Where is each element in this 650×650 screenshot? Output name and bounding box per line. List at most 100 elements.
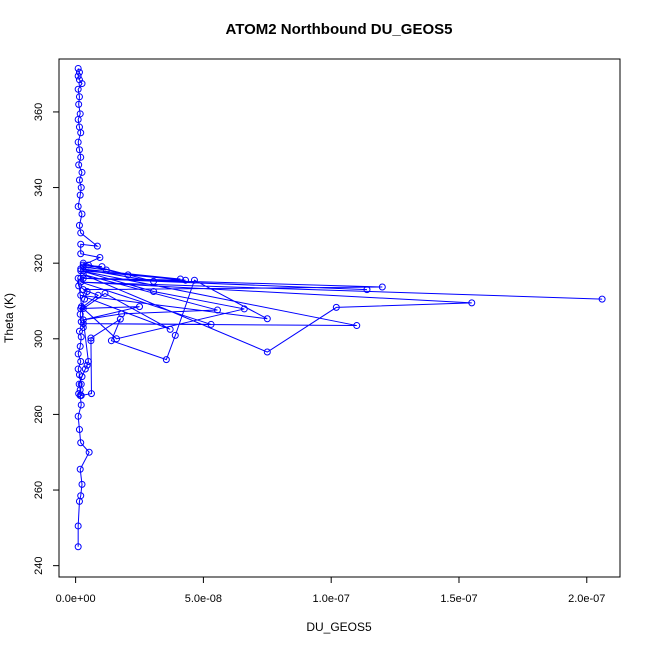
data-point xyxy=(76,110,84,118)
data-point xyxy=(79,274,87,282)
data-point xyxy=(77,401,85,409)
data-point xyxy=(101,289,109,297)
data-point xyxy=(190,276,198,284)
data-point xyxy=(84,357,92,365)
data-point xyxy=(87,390,95,398)
data-point xyxy=(87,334,95,342)
data-point xyxy=(75,176,83,184)
data-point xyxy=(77,439,85,447)
data-point xyxy=(77,492,85,500)
data-point xyxy=(77,229,85,237)
x-tick-label: 0.0e+00 xyxy=(56,593,96,605)
data-point xyxy=(78,210,86,218)
data-point xyxy=(94,291,102,299)
data-point xyxy=(263,348,271,356)
data-point xyxy=(77,318,85,326)
data-point xyxy=(74,412,82,420)
data-point xyxy=(77,392,85,400)
data-point xyxy=(83,288,91,296)
data-point xyxy=(74,350,82,358)
data-point xyxy=(166,325,174,333)
y-tick-label: 240 xyxy=(33,556,45,574)
x-tick-label: 1.0e-07 xyxy=(313,593,350,605)
x-tick-label: 2.0e-07 xyxy=(568,593,605,605)
data-point xyxy=(74,522,82,530)
data-point xyxy=(79,320,87,328)
data-point xyxy=(79,261,87,269)
data-point xyxy=(77,250,85,258)
data-point xyxy=(113,335,121,343)
data-point xyxy=(240,305,248,313)
data-point xyxy=(79,316,87,324)
data-point xyxy=(353,322,361,330)
data-point xyxy=(79,305,87,313)
data-point xyxy=(98,263,106,271)
data-point xyxy=(77,153,85,161)
data-point xyxy=(76,465,84,473)
data-point xyxy=(75,221,83,229)
data-point xyxy=(207,320,215,328)
data-point xyxy=(74,72,82,80)
data-point xyxy=(76,191,84,199)
data-point xyxy=(75,282,83,290)
data-point xyxy=(75,161,83,169)
series-line xyxy=(77,68,603,547)
data-point xyxy=(78,480,86,488)
data-point xyxy=(75,100,83,108)
data-point xyxy=(83,361,91,369)
y-tick-label: 300 xyxy=(33,330,45,348)
data-point xyxy=(468,299,476,307)
data-point xyxy=(213,306,221,314)
data-point xyxy=(75,93,83,101)
data-point xyxy=(598,295,606,303)
data-point xyxy=(176,275,184,283)
data-point xyxy=(75,76,83,84)
x-axis: 0.0e+00 5.0e-08 1.0e-07 1.5e-07 2.0e-07 xyxy=(56,576,605,605)
x-tick-label: 5.0e-08 xyxy=(185,593,222,605)
data-point xyxy=(79,286,87,294)
data-point xyxy=(96,254,104,261)
series-layer xyxy=(74,64,606,551)
data-point xyxy=(124,271,132,279)
y-axis-label: Theta (K) xyxy=(2,293,16,343)
data-point xyxy=(75,327,83,335)
y-tick-label: 260 xyxy=(33,481,45,499)
data-point xyxy=(85,448,93,456)
data-point xyxy=(378,283,386,291)
data-point xyxy=(81,295,89,303)
data-point xyxy=(118,310,126,318)
y-tick-label: 340 xyxy=(33,178,45,196)
x-axis-label: DU_GEOS5 xyxy=(306,620,372,634)
data-point xyxy=(79,263,87,271)
data-point xyxy=(75,426,83,434)
data-point xyxy=(78,168,86,176)
data-point xyxy=(263,315,271,323)
y-tick-label: 320 xyxy=(33,254,45,272)
data-point xyxy=(87,337,95,345)
data-point xyxy=(162,356,170,364)
data-point xyxy=(171,331,179,339)
data-point xyxy=(74,138,82,146)
y-tick-label: 360 xyxy=(33,103,45,121)
data-point xyxy=(77,184,85,192)
data-point xyxy=(77,291,85,299)
data-point xyxy=(150,288,158,296)
data-point xyxy=(75,123,83,131)
data-point xyxy=(74,64,82,72)
data-point xyxy=(77,274,85,282)
plot-frame xyxy=(58,58,621,578)
data-point xyxy=(363,286,371,294)
data-point xyxy=(81,365,89,373)
data-point xyxy=(74,365,82,373)
data-point xyxy=(77,240,85,248)
data-point xyxy=(102,266,110,274)
data-point xyxy=(182,276,190,284)
y-axis: 240 260 280 300 320 340 360 xyxy=(33,103,60,575)
data-point xyxy=(136,303,144,311)
data-point xyxy=(74,85,82,93)
data-point xyxy=(76,342,84,350)
data-point xyxy=(150,277,158,285)
x-tick-label: 1.5e-07 xyxy=(440,593,477,605)
chart-title: ATOM2 Northbound DU_GEOS5 xyxy=(226,21,453,38)
